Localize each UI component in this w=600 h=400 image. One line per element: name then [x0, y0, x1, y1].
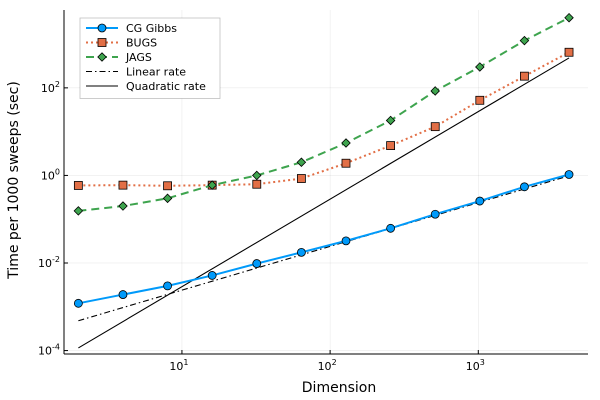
data-point-bugs [341, 158, 351, 168]
series-jags [73, 12, 574, 216]
x-tick-label: 102 [318, 358, 337, 373]
data-point-jags [296, 157, 307, 168]
legend-marker-bugs [97, 38, 107, 47]
legend-item-quadratic-rate: Quadratic rate [86, 80, 206, 93]
data-point-jags [252, 170, 262, 181]
reference-line-quadratic [78, 57, 570, 349]
data-point-jags [73, 206, 84, 216]
legend-label-bugs: BUGS [126, 37, 157, 50]
data-point-jags [341, 138, 351, 148]
data-point-jags [162, 193, 173, 204]
data-point-jags [385, 115, 396, 126]
x-tick-label: 101 [169, 358, 188, 373]
data-point-cg-gibbs [252, 259, 262, 268]
y-tick-base: 10 [41, 169, 55, 182]
y-axis-title: Time per 1000 sweeps (sec) [6, 81, 22, 280]
data-point-bugs [118, 180, 128, 190]
data-point-cg-gibbs [564, 170, 574, 179]
y-tick-exponent: 0 [55, 167, 60, 176]
series-line-jags [78, 16, 570, 212]
legend-label-quadratic-rate: Quadratic rate [126, 80, 206, 93]
x-tick-label: 103 [466, 358, 485, 373]
data-point-jags [118, 201, 128, 211]
y-tick-base: 10 [38, 345, 52, 358]
data-point-bugs [386, 141, 396, 151]
data-point-cg-gibbs [207, 271, 217, 280]
data-point-bugs [430, 122, 440, 132]
data-point-cg-gibbs [296, 247, 306, 257]
x-axis-title: Dimension [302, 380, 376, 396]
x-tick-exponent: 2 [332, 358, 337, 367]
legend-item-cg-gibbs: CG Gibbs [86, 22, 177, 35]
data-point-cg-gibbs [386, 223, 396, 233]
x-tick-exponent: 3 [480, 358, 485, 367]
data-point-cg-gibbs [430, 209, 440, 219]
y-tick-label: 10-2 [38, 255, 60, 270]
y-tick-base: 10 [38, 257, 52, 270]
legend-label-linear-rate: Linear rate [126, 66, 186, 79]
series-cg-gibbs [73, 170, 574, 308]
data-point-cg-gibbs [118, 290, 128, 299]
y-tick-exponent: -4 [52, 343, 60, 352]
data-point-jags [519, 35, 530, 46]
data-point-cg-gibbs [341, 236, 351, 246]
y-tick-exponent: 2 [55, 80, 60, 89]
legend-label-jags: JAGS [125, 51, 152, 64]
data-point-cg-gibbs [163, 281, 172, 291]
data-point-bugs [564, 47, 574, 57]
series-group [73, 12, 574, 349]
data-point-bugs [163, 181, 172, 191]
data-point-jags [430, 86, 440, 96]
data-point-cg-gibbs [475, 196, 485, 206]
data-point-bugs [296, 174, 306, 183]
x-tick-exponent: 1 [183, 358, 188, 367]
data-point-jags [475, 62, 485, 72]
legend-label-cg-gibbs: CG Gibbs [126, 22, 177, 35]
data-point-jags [564, 12, 574, 23]
series-line-cg-gibbs [78, 173, 570, 305]
data-point-bugs [252, 179, 262, 189]
legend-marker-jags [97, 52, 107, 62]
legend-marker-cg-gibbs [97, 23, 107, 33]
y-tick-label: 100 [41, 167, 60, 182]
data-point-bugs [73, 181, 83, 190]
y-tick-base: 10 [41, 82, 55, 95]
y-tick-exponent: -2 [52, 255, 60, 264]
series-line-bugs [78, 51, 570, 187]
legend-item-bugs: BUGS [86, 37, 157, 50]
data-point-bugs [520, 71, 529, 81]
data-point-jags [207, 180, 217, 190]
data-point-cg-gibbs [520, 182, 529, 192]
axes [63, 10, 588, 355]
legend-item-linear-rate: Linear rate [86, 66, 186, 79]
data-point-bugs [475, 95, 485, 105]
legend-item-jags: JAGS [86, 51, 152, 64]
y-tick-label: 10-4 [38, 343, 60, 358]
y-tick-label: 102 [41, 80, 60, 95]
reference-line-linear [78, 175, 570, 322]
data-point-cg-gibbs [73, 298, 83, 308]
